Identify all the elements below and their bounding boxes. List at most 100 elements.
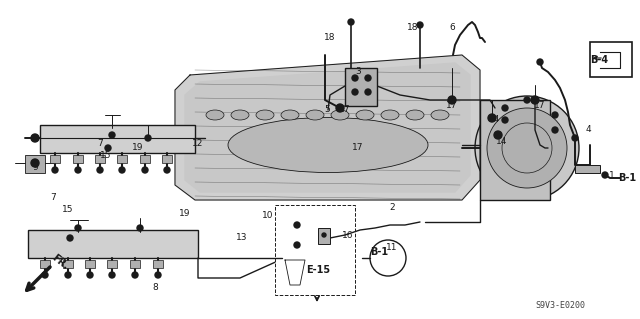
Ellipse shape — [281, 110, 299, 120]
Circle shape — [52, 167, 58, 173]
Circle shape — [145, 135, 151, 141]
Polygon shape — [175, 55, 480, 200]
Ellipse shape — [256, 110, 274, 120]
Text: 13: 13 — [236, 233, 248, 241]
Circle shape — [365, 89, 371, 95]
Text: 18: 18 — [407, 24, 419, 33]
Circle shape — [531, 96, 539, 104]
Text: B-1: B-1 — [370, 247, 388, 257]
Text: 8: 8 — [152, 284, 158, 293]
Text: 18: 18 — [324, 33, 336, 42]
Bar — [275, 205, 355, 295]
Text: 15: 15 — [62, 205, 74, 214]
Text: B-4: B-4 — [590, 55, 608, 65]
Circle shape — [552, 127, 558, 133]
Text: 11: 11 — [387, 242, 397, 251]
Text: 6: 6 — [449, 24, 455, 33]
Bar — [107, 260, 117, 268]
Circle shape — [552, 112, 558, 118]
Text: 12: 12 — [192, 138, 204, 147]
Text: 7: 7 — [50, 194, 56, 203]
Circle shape — [137, 225, 143, 231]
Polygon shape — [285, 260, 305, 285]
Circle shape — [524, 97, 530, 103]
Circle shape — [487, 108, 567, 188]
Text: 14: 14 — [490, 115, 500, 124]
Bar — [140, 155, 150, 163]
Text: 17: 17 — [352, 144, 364, 152]
Bar — [345, 68, 377, 106]
Text: 7: 7 — [97, 138, 103, 147]
Ellipse shape — [231, 110, 249, 120]
Circle shape — [502, 105, 508, 111]
Circle shape — [109, 272, 115, 278]
Text: 10: 10 — [262, 211, 274, 219]
Circle shape — [31, 134, 39, 142]
Circle shape — [537, 59, 543, 65]
Circle shape — [87, 272, 93, 278]
Circle shape — [164, 167, 170, 173]
Circle shape — [475, 96, 579, 200]
Bar — [28, 230, 198, 258]
Circle shape — [142, 167, 148, 173]
Bar — [480, 100, 550, 200]
Circle shape — [502, 117, 508, 123]
Bar — [590, 42, 632, 77]
Circle shape — [352, 75, 358, 81]
Circle shape — [294, 222, 300, 228]
Circle shape — [105, 145, 111, 151]
Text: B-1: B-1 — [618, 173, 636, 183]
Text: 19: 19 — [179, 209, 191, 218]
Ellipse shape — [228, 117, 428, 173]
Circle shape — [75, 225, 81, 231]
Circle shape — [67, 235, 73, 241]
Bar — [117, 155, 127, 163]
Text: 14: 14 — [496, 137, 508, 146]
Circle shape — [31, 159, 39, 167]
Circle shape — [119, 167, 125, 173]
Text: 1: 1 — [609, 170, 615, 180]
Circle shape — [572, 135, 578, 141]
Text: 17: 17 — [339, 106, 351, 115]
Circle shape — [75, 167, 81, 173]
Circle shape — [348, 19, 354, 25]
Bar — [25, 155, 45, 173]
Text: 5: 5 — [324, 106, 330, 115]
Circle shape — [109, 132, 115, 138]
Circle shape — [336, 104, 344, 112]
Bar — [130, 260, 140, 268]
Circle shape — [488, 114, 496, 122]
Bar — [50, 155, 60, 163]
Ellipse shape — [306, 110, 324, 120]
Circle shape — [42, 272, 48, 278]
Text: 17: 17 — [446, 100, 458, 109]
Bar — [318, 228, 330, 244]
Bar — [40, 125, 195, 153]
Bar — [153, 260, 163, 268]
Text: S9V3-E0200: S9V3-E0200 — [535, 300, 585, 309]
Ellipse shape — [431, 110, 449, 120]
Ellipse shape — [331, 110, 349, 120]
Bar — [280, 215, 315, 260]
Ellipse shape — [356, 110, 374, 120]
Ellipse shape — [381, 110, 399, 120]
Text: 15: 15 — [100, 151, 112, 160]
Bar — [63, 260, 73, 268]
Bar — [40, 260, 50, 268]
Bar — [85, 260, 95, 268]
Bar — [95, 155, 105, 163]
Circle shape — [97, 167, 103, 173]
Circle shape — [65, 272, 71, 278]
Text: FR.: FR. — [50, 253, 70, 271]
Bar — [73, 155, 83, 163]
Circle shape — [494, 131, 502, 139]
Text: 3: 3 — [355, 68, 361, 77]
Circle shape — [352, 89, 358, 95]
Ellipse shape — [206, 110, 224, 120]
Text: 17: 17 — [534, 100, 546, 109]
Ellipse shape — [406, 110, 424, 120]
Circle shape — [322, 233, 326, 237]
Text: E-15: E-15 — [306, 265, 330, 275]
Circle shape — [294, 242, 300, 248]
Text: 2: 2 — [389, 203, 395, 211]
